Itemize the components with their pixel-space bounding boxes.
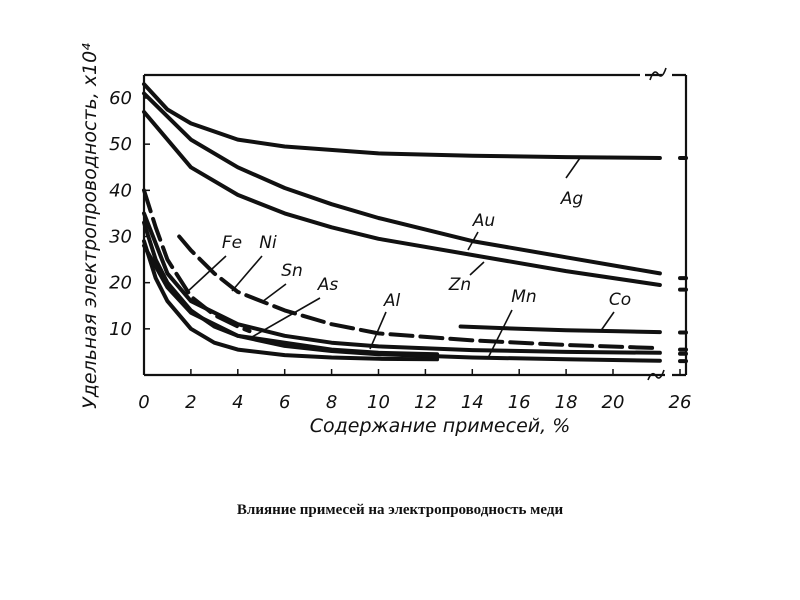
y-tick-label: 60 (109, 88, 132, 109)
y-tick-label: 50 (109, 134, 132, 155)
leader-line-sn (261, 283, 287, 303)
leader-line-ni (231, 255, 263, 292)
leader-line-zn (469, 261, 485, 276)
y-tick-labels: 10 20 30 40 50 60 (109, 88, 132, 340)
series-label-sn: Sn (281, 261, 303, 281)
series-line-sn (142, 188, 252, 334)
series-line-zn (142, 109, 662, 287)
series-curves (142, 82, 688, 364)
x-tick-label: 16 (508, 392, 531, 413)
x-tick-label: 6 (279, 392, 290, 413)
series-line-co (458, 324, 662, 335)
y-axis-title: Удельная электропроводность, x10⁴ (79, 43, 101, 409)
x-tick-labels: 0 2 4 6 8 10 12 14 16 18 20 26 (138, 392, 691, 413)
series-label-ag: Ag (560, 189, 584, 209)
leader-line-au (467, 231, 479, 251)
figure-caption: Влияние примесей на электропроводность м… (236, 502, 564, 518)
series-line-mn (142, 243, 662, 363)
series-line-au (142, 91, 662, 276)
series-label-ni: Ni (259, 233, 277, 253)
axis-break-mark-top (649, 67, 667, 81)
series-line-as (177, 234, 662, 351)
x-tick-label: 0 (138, 392, 149, 413)
y-tick-label: 40 (109, 180, 132, 201)
axis-break-mark-bottom (647, 369, 665, 381)
x-tick-label: 20 (602, 392, 625, 413)
y-tick-label: 10 (109, 319, 132, 340)
leader-line-mn (487, 309, 513, 359)
x-tick-label: 14 (461, 392, 484, 413)
series-line-ag (142, 82, 662, 160)
series-line-al (142, 211, 662, 355)
x-tick-label: 26 (669, 392, 692, 413)
x-tick-label: 18 (555, 392, 578, 413)
series-label-al: Al (383, 291, 401, 311)
x-tick-label: 4 (232, 392, 243, 413)
y-tick-label: 20 (109, 273, 132, 294)
series-label-fe: Fe (222, 233, 242, 253)
series-label-au: Au (472, 211, 496, 231)
leader-line-as (251, 297, 321, 338)
x-tick-label: 8 (326, 392, 337, 413)
leader-line-fe (185, 255, 227, 294)
leader-line-ag (565, 157, 581, 179)
leader-line-al (369, 311, 387, 350)
y-tick-label: 30 (109, 227, 132, 248)
x-axis-title: Содержание примесей, % (310, 415, 571, 437)
x-tick-label: 2 (185, 392, 196, 413)
series-label-zn: Zn (448, 275, 471, 295)
label-leader-lines (185, 157, 615, 359)
series-label-co: Co (609, 290, 631, 310)
x-tick-label: 10 (367, 392, 390, 413)
series-line-fe (142, 239, 440, 362)
x-tick-label: 12 (414, 392, 437, 413)
series-label-mn: Mn (511, 287, 536, 307)
leader-line-co (599, 311, 615, 333)
plot-frame (142, 67, 688, 381)
series-label-as: As (317, 275, 339, 295)
